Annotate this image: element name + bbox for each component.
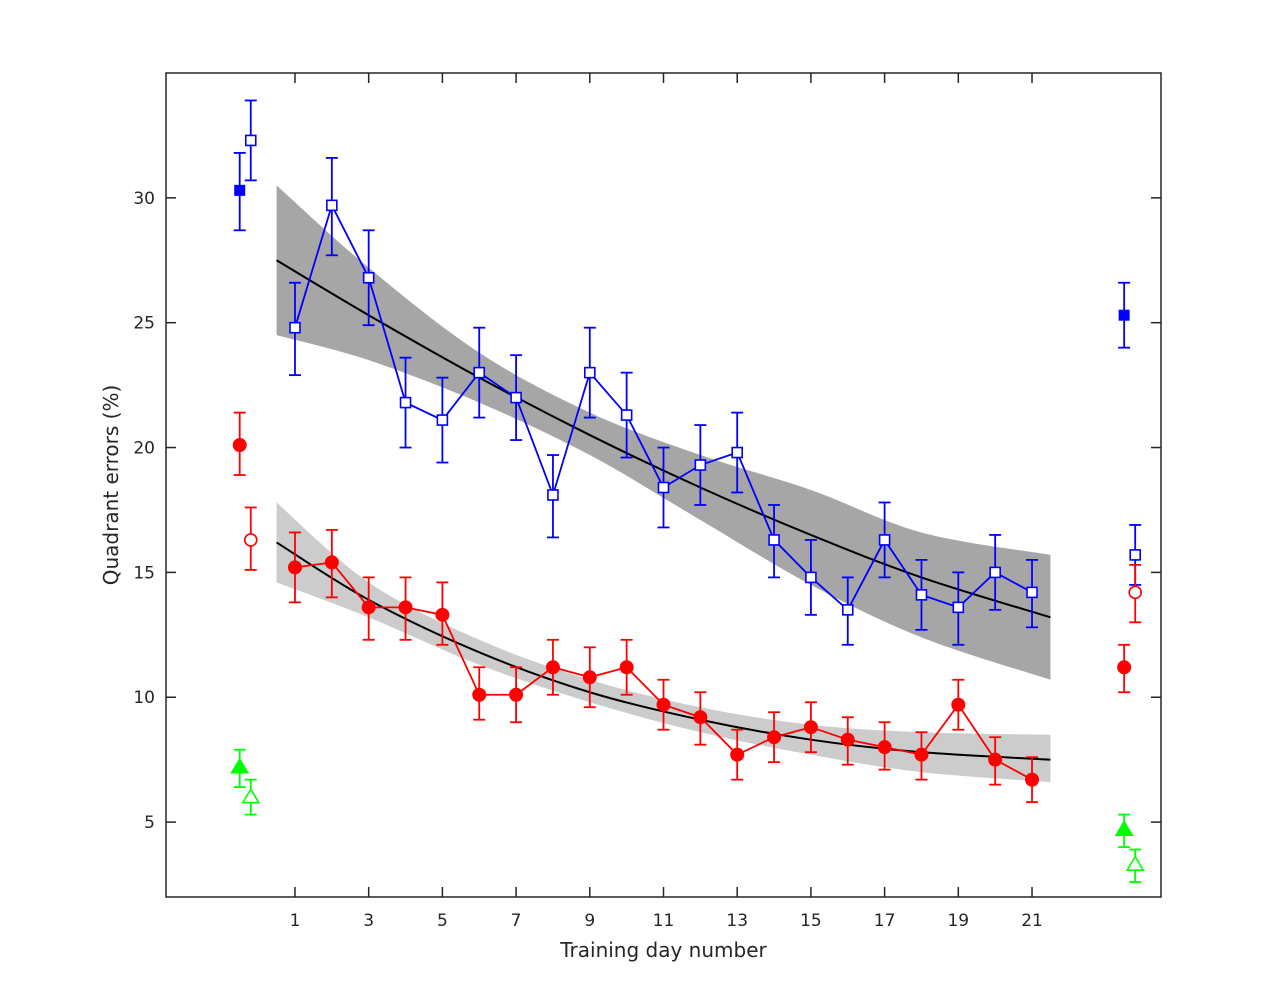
marker-circle-filled (1117, 660, 1132, 675)
marker-triangle-filled (1114, 820, 1134, 836)
marker-circle-filled (398, 600, 413, 615)
marker-square-open (583, 366, 596, 379)
series-4 (244, 99, 1142, 586)
marker-square-open (878, 534, 891, 546)
marker-square-open (989, 566, 1001, 579)
y-tick-label: 10 (133, 688, 155, 708)
marker-square-open (326, 199, 338, 212)
x-tick-label: 11 (653, 911, 675, 931)
confidence-band-2 (276, 502, 1051, 783)
marker-circle-filled (767, 730, 782, 745)
y-axis-label: Quadrant errors (%) (99, 385, 123, 586)
x-tick-label: 19 (947, 911, 969, 931)
marker-circle-filled (287, 560, 302, 575)
series-1 (288, 156, 1039, 646)
marker-circle-filled (656, 697, 671, 712)
marker-circle-filled (361, 600, 376, 615)
series-7 (230, 748, 1134, 848)
marker-square-filled (1118, 309, 1130, 321)
marker-square-open (952, 601, 965, 614)
series-6 (243, 506, 1143, 624)
marker-circle-filled (730, 747, 745, 762)
marker-circle-filled (232, 438, 247, 453)
marker-square-open (657, 481, 670, 494)
y-tick-label: 15 (133, 563, 155, 583)
marker-square-open (731, 446, 744, 459)
marker-circle-filled (545, 660, 560, 675)
x-tick-label: 3 (363, 911, 374, 931)
marker-square-open (473, 366, 486, 379)
y-tick-label: 5 (144, 813, 155, 833)
marker-circle-filled (472, 687, 487, 702)
fit-curve-1 (276, 259, 1051, 619)
marker-circle-filled (840, 732, 855, 747)
marker-circle-filled (582, 670, 597, 685)
marker-square-open (289, 321, 301, 334)
marker-square-open (768, 534, 780, 546)
marker-triangle-open (1125, 854, 1145, 871)
series-2 (287, 529, 1040, 804)
confidence-bands (276, 185, 1051, 783)
marker-circle-filled (1025, 772, 1040, 787)
marker-circle-filled (435, 607, 450, 622)
marker-triangle-filled (230, 757, 250, 774)
marker-circle-filled (509, 687, 524, 702)
confidence-band-1 (276, 185, 1051, 680)
x-tick-label: 15 (800, 911, 822, 931)
x-axis-label: Training day number (559, 938, 767, 962)
marker-circle-filled (988, 752, 1003, 767)
x-tick-label: 9 (584, 911, 595, 931)
marker-circle-filled (693, 710, 708, 725)
marker-circle-filled (951, 697, 966, 712)
x-axis-ticks: 1 3 5 7 9 11 13 15 17 19 21 (290, 73, 1043, 931)
marker-circle-open (243, 533, 258, 547)
marker-circle-filled (877, 740, 892, 755)
marker-square-open (1129, 549, 1142, 561)
series-8 (241, 778, 1145, 883)
marker-square-open (694, 459, 707, 471)
y-axis-ticks: 5 10 15 20 25 30 (133, 189, 1161, 833)
x-tick-label: 1 (290, 911, 301, 931)
series-5 (232, 411, 1132, 694)
marker-square-open (362, 271, 375, 284)
marker-square-open (915, 589, 928, 601)
marker-triangle-open (241, 787, 261, 804)
marker-square-open (436, 414, 449, 426)
marker-circle-open (1128, 585, 1143, 600)
x-tick-label: 17 (874, 911, 896, 931)
marker-square-open (841, 604, 854, 616)
marker-square-open (1026, 586, 1038, 599)
x-tick-label: 13 (726, 911, 748, 931)
y-tick-label: 30 (133, 189, 155, 209)
marker-circle-filled (324, 555, 339, 570)
marker-square-open (620, 409, 633, 421)
y-tick-label: 20 (133, 439, 155, 459)
series-3 (233, 152, 1131, 349)
x-tick-label: 7 (511, 911, 522, 931)
marker-circle-filled (619, 660, 634, 675)
marker-square-open (399, 396, 412, 409)
marker-square-open (547, 489, 559, 501)
marker-square-open (805, 571, 817, 584)
marker-square-open (510, 391, 522, 404)
marker-circle-filled (914, 747, 929, 762)
data-series (230, 99, 1145, 883)
marker-circle-filled (803, 720, 818, 735)
x-tick-label: 21 (1021, 911, 1043, 931)
x-tick-label: 5 (437, 911, 448, 931)
y-tick-label: 25 (133, 314, 155, 334)
marker-square-open (244, 134, 257, 147)
marker-square-filled (234, 184, 246, 196)
